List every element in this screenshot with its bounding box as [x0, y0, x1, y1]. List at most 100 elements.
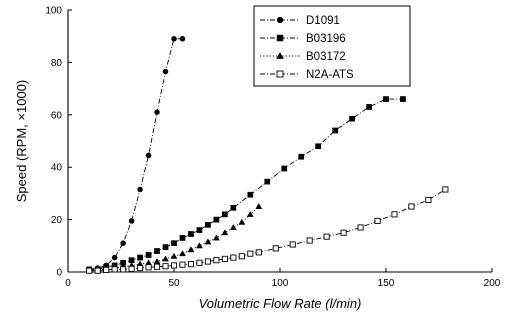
data-point [230, 204, 237, 211]
data-point [103, 266, 110, 273]
data-point [204, 258, 211, 265]
data-point [162, 68, 169, 75]
data-point [162, 263, 169, 270]
data-point [162, 255, 169, 262]
data-point [179, 235, 186, 241]
data-point [408, 203, 415, 210]
data-point [255, 249, 262, 256]
y-tick-label: 60 [51, 110, 63, 121]
data-point [137, 186, 143, 193]
data-point [145, 264, 152, 271]
y-axis-title: Speed (RPM, ×1000) [14, 80, 29, 202]
data-point [247, 250, 254, 257]
data-point [230, 254, 237, 261]
series-line-d1091 [89, 38, 183, 270]
legend-marker [276, 34, 284, 42]
legend-label: B03196 [306, 33, 346, 45]
y-tick-label: 80 [51, 58, 63, 69]
legend-marker [276, 70, 284, 78]
legend-label: N2A-ATS [306, 69, 354, 81]
data-point [120, 240, 126, 246]
data-point [154, 248, 160, 254]
legend-label: D1091 [306, 15, 340, 27]
data-point [94, 267, 101, 274]
series-line-b03172 [89, 206, 260, 272]
legend: D1091 B03196 B03172 N2A-ATS [253, 5, 411, 87]
y-tick-label: 100 [45, 6, 62, 17]
series-d1091 [86, 36, 186, 273]
data-point [187, 261, 195, 268]
data-point [366, 104, 372, 110]
series-layer [85, 36, 449, 274]
data-point [357, 224, 364, 231]
data-point [204, 238, 212, 245]
data-point [128, 218, 135, 224]
x-tick-label: 50 [168, 278, 180, 289]
data-point [154, 109, 160, 115]
data-point [323, 233, 330, 240]
data-point [196, 242, 203, 249]
data-point [425, 196, 432, 204]
data-point [145, 152, 152, 159]
data-point [171, 240, 177, 247]
data-point [188, 231, 194, 237]
data-point [170, 262, 178, 269]
data-point [272, 245, 279, 252]
data-point [349, 115, 355, 122]
y-tick-label: 0 [56, 268, 62, 279]
data-point [246, 210, 254, 217]
legend-item-d1091: D1091 [260, 15, 340, 27]
data-point [111, 254, 118, 261]
data-point [196, 227, 203, 233]
y-tick-label: 20 [51, 215, 63, 226]
data-point [179, 250, 186, 257]
data-point [238, 253, 245, 260]
data-point [374, 217, 381, 224]
data-point [391, 211, 398, 218]
data-point [187, 246, 195, 253]
x-tick-label: 100 [272, 278, 289, 289]
data-point [196, 259, 203, 266]
data-point [221, 229, 229, 236]
data-point [238, 218, 246, 225]
data-point [153, 263, 161, 270]
series-b03196 [86, 96, 406, 273]
ticks: 0 50 100 150 200 0 20 40 60 80 100 [45, 6, 500, 290]
data-point [315, 143, 322, 150]
data-point [128, 265, 135, 272]
data-point [222, 211, 228, 218]
data-point [162, 244, 169, 250]
data-point [383, 96, 389, 102]
data-point [86, 267, 93, 274]
data-point [340, 229, 347, 236]
legend-item-b03172: B03172 [260, 51, 346, 63]
legend-label: B03172 [306, 51, 346, 63]
data-point [179, 36, 186, 42]
x-tick-label: 0 [65, 278, 71, 289]
data-point [442, 186, 449, 193]
data-point [137, 254, 143, 261]
series-line-b03196 [89, 98, 403, 270]
data-point [298, 153, 305, 160]
data-point [229, 223, 237, 230]
data-point [170, 252, 178, 259]
data-point [264, 178, 271, 185]
data-point [306, 237, 313, 244]
legend-item-b03196: B03196 [260, 33, 346, 45]
data-point [111, 266, 118, 273]
data-point [400, 96, 406, 102]
data-point [221, 255, 228, 262]
data-point [120, 266, 127, 273]
x-tick-label: 200 [484, 278, 501, 289]
data-point [145, 252, 152, 258]
data-point [179, 261, 186, 268]
x-tick-label: 150 [378, 278, 395, 289]
legend-marker [276, 16, 284, 24]
data-point [289, 241, 296, 248]
data-point [247, 191, 254, 198]
data-point [171, 36, 177, 42]
data-point [213, 216, 220, 223]
data-point [255, 203, 263, 209]
data-point [332, 127, 338, 134]
